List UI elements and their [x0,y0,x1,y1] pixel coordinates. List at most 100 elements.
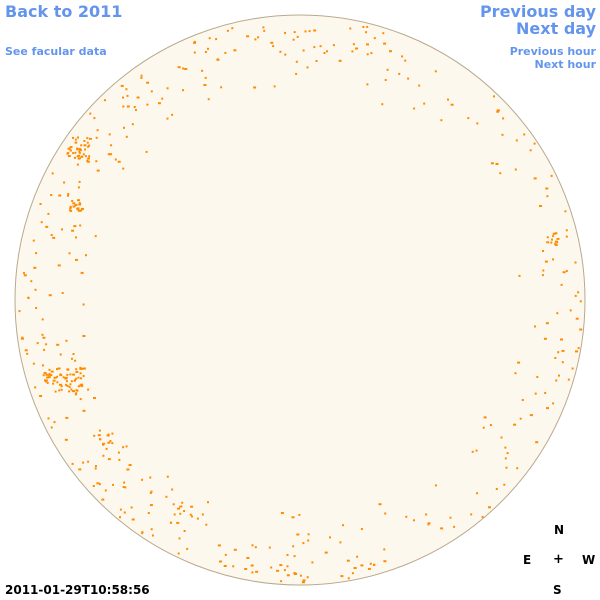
facula-dot [68,390,71,393]
facula-dot [561,361,564,364]
facula-dot [169,521,172,524]
facula-dot [483,416,487,419]
facula-dot [365,31,367,34]
facula-dot [107,458,111,461]
facula-dot [224,51,227,54]
compass-west-label: W [582,553,596,567]
facula-dot [84,148,87,151]
facula-dot [77,157,80,160]
facula-dot [427,522,431,525]
facula-dot [546,407,549,410]
facula-dot [87,145,90,148]
facula-dot [347,577,350,580]
facula-dot [72,202,76,205]
see-facular-data-link[interactable]: See facular data [5,45,107,58]
facula-dot [88,144,91,147]
facula-dot [575,350,578,353]
facula-dot [72,152,75,155]
facula-dot [119,516,121,519]
facula-dot [356,555,359,558]
facula-dot [233,548,237,551]
facula-dot [534,392,537,395]
facula-dot [45,225,49,228]
facula-dot [232,565,235,568]
facula-dot [71,390,74,393]
facula-dot [453,525,456,528]
facula-dot [50,234,53,236]
facula-dot [552,235,555,238]
back-to-year-link[interactable]: Back to 2011 [5,2,123,21]
facula-dot [157,102,161,105]
facula-dot [147,512,150,514]
facula-dot [136,96,140,99]
facula-dot [201,513,204,516]
facula-dot [86,160,90,163]
facula-dot [449,516,452,519]
facula-dot [552,232,556,235]
facula-dot [205,523,208,526]
facula-dot [82,409,86,412]
facula-dot [482,426,485,429]
previous-day-link[interactable]: Previous day [479,2,596,21]
facula-dot [135,108,137,111]
facula-dot [577,291,580,294]
facula-dot [533,142,536,145]
facula-dot [126,94,129,97]
facula-dot [579,328,583,331]
facula-dot [78,180,81,183]
facula-dot [34,386,37,389]
facula-dot [514,168,517,171]
facula-dot [340,575,344,578]
facula-dot [123,126,125,129]
facula-dot [52,379,56,382]
facula-dot [351,50,354,53]
facula-dot [554,357,557,359]
facula-dot [125,88,128,91]
facula-dot [78,148,82,150]
compass-south-label: S [553,583,562,597]
facula-dot [67,193,70,195]
facula-dot [87,388,90,391]
facula-dot [346,559,350,562]
facula-dot [475,449,478,452]
facula-dot [323,52,326,54]
facula-dot [270,41,274,44]
facula-dot [286,574,290,577]
facula-dot [471,450,474,453]
facula-dot [104,489,107,492]
facula-dot [196,517,199,520]
facula-dot [73,390,76,393]
facula-dot [307,533,310,536]
facula-dot [80,383,84,386]
facula-dot [62,376,65,379]
facula-dot [39,203,42,205]
facula-dot [543,337,547,340]
facula-dot [165,495,168,498]
facula-dot [47,376,51,379]
next-hour-link[interactable]: Next hour [534,58,597,71]
next-day-link[interactable]: Next day [516,19,596,38]
facula-dot [270,566,273,569]
facula-dot [523,133,526,136]
facula-dot [61,292,64,294]
facula-dot [560,338,563,341]
facula-dot [74,359,77,362]
facula-dot [49,374,53,377]
facula-dot [166,475,169,478]
facula-dot [407,77,410,80]
facula-dot [296,35,299,38]
compass-north-label: N [554,523,565,537]
facula-dot [51,172,54,175]
facula-dot [93,434,96,437]
facula-dot [381,103,384,106]
facula-dot [383,548,386,551]
facula-dot [565,229,568,232]
facula-dot [150,90,153,93]
facula-dot [124,486,127,489]
facula-dot [257,36,260,39]
facula-dot [82,335,86,337]
previous-hour-link[interactable]: Previous hour [509,45,596,58]
facula-dot [204,51,207,53]
facula-dot [383,42,387,45]
facula-dot [301,581,305,584]
